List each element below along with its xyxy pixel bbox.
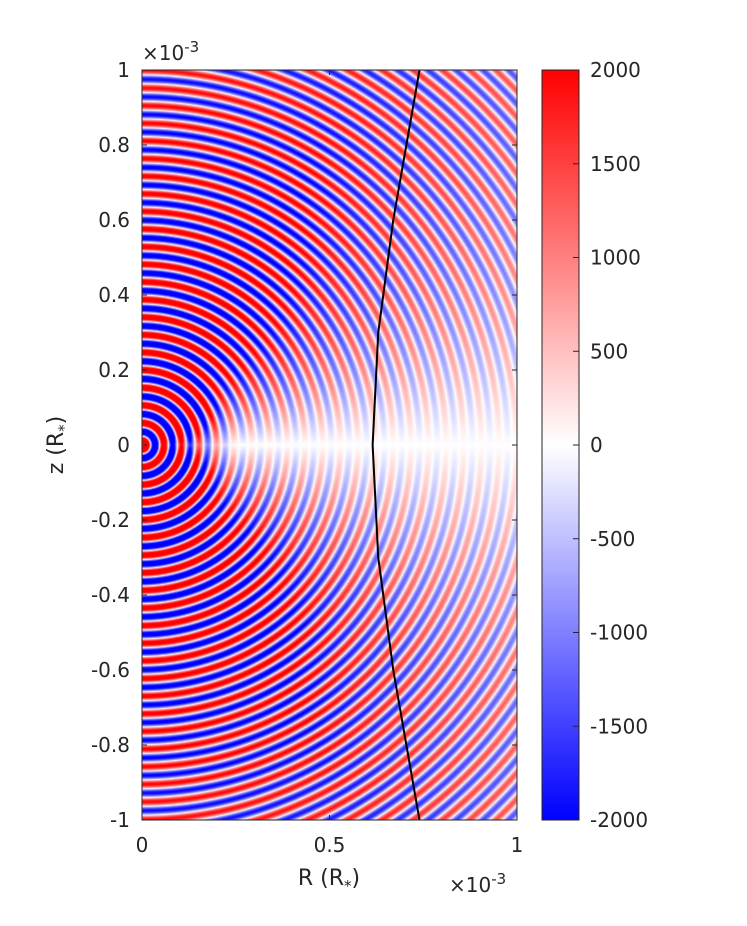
y-axis-ticks: 1 0.8 0.6 0.4 0.2 0 -0.2 -0.4 -0.6 -0.8 -1 (91, 58, 517, 832)
y-tick-label: -0.4 (91, 583, 130, 607)
x-tick-label: 0.5 (314, 833, 346, 857)
colorbar-tick-label: -1500 (590, 714, 648, 738)
y-tick-label: -0.6 (91, 658, 130, 682)
x-axis-ticks: 0 0.5 1 (136, 70, 524, 857)
colorbar-tick-label: -2000 (590, 808, 648, 832)
y-tick-label: 0.6 (98, 208, 130, 232)
colorbar-ticks: 2000 1500 1000 500 0 -500 -1000 -1500 -2000 (573, 58, 648, 832)
y-axis-label: z (R*) (44, 416, 73, 475)
x-tick-label: 1 (511, 833, 524, 857)
y-tick-label: -1 (110, 808, 130, 832)
colorbar (541, 69, 580, 821)
y-tick-label: -0.2 (91, 508, 130, 532)
colorbar-tick-label: 0 (590, 433, 603, 457)
y-tick-label: -0.8 (91, 733, 130, 757)
y-tick-label: 0.4 (98, 283, 130, 307)
y-tick-label: 0.2 (98, 358, 130, 382)
colorbar-tick-label: 1000 (590, 246, 641, 270)
colorbar-tick-label: -500 (590, 527, 635, 551)
colorbar-tick-label: -1000 (590, 621, 648, 645)
y-exponent-label: ×10-3 (142, 38, 199, 65)
colorbar-tick-label: 500 (590, 339, 628, 363)
x-tick-label: 0 (136, 833, 149, 857)
y-tick-label: 0.8 (98, 133, 130, 157)
boundary-curve (371, 70, 421, 820)
x-exponent-label: ×10-3 (449, 870, 506, 897)
heatmap-field (142, 70, 517, 820)
colorbar-tick-label: 1500 (590, 152, 641, 176)
y-tick-label: 1 (117, 58, 130, 82)
y-tick-label: 0 (117, 433, 130, 457)
x-axis-label: R (R*) (298, 866, 360, 895)
colorbar-tick-label: 2000 (590, 58, 641, 82)
